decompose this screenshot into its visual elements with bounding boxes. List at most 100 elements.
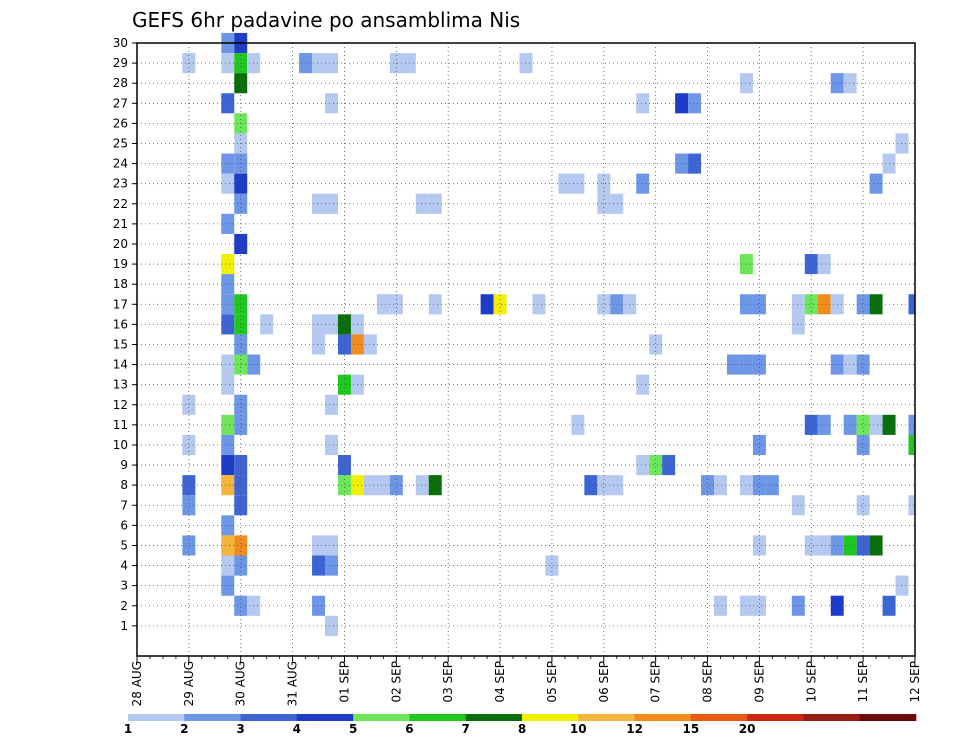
y-tick-label: 11 bbox=[113, 418, 128, 432]
heatmap-cell bbox=[636, 374, 650, 395]
heatmap-cell bbox=[221, 153, 235, 174]
heatmap-cell bbox=[739, 354, 753, 375]
x-tick-label: 10 SEP bbox=[804, 661, 818, 703]
heatmap-cell bbox=[234, 414, 248, 435]
heatmap-cell bbox=[739, 595, 753, 616]
heatmap-cell bbox=[752, 535, 766, 556]
y-tick-label: 7 bbox=[120, 498, 128, 512]
x-tick-label: 05 SEP bbox=[545, 661, 559, 703]
heatmap-cell bbox=[739, 294, 753, 315]
x-tick-label: 06 SEP bbox=[597, 661, 611, 703]
colorbar-label: 5 bbox=[349, 722, 357, 736]
heatmap-cell bbox=[325, 555, 338, 576]
heatmap-cell bbox=[791, 314, 805, 335]
heatmap-cell bbox=[804, 294, 818, 315]
heatmap-cell bbox=[791, 495, 805, 516]
heatmap-cell bbox=[662, 455, 676, 476]
heatmap-cell bbox=[182, 535, 196, 556]
heatmap-cell bbox=[325, 394, 338, 415]
y-tick-label: 2 bbox=[120, 599, 128, 613]
colorbar-swatch bbox=[353, 714, 410, 721]
heatmap-cell bbox=[182, 394, 196, 415]
colorbar-label: 6 bbox=[405, 722, 413, 736]
heatmap-cell bbox=[389, 475, 403, 496]
heatmap-cell bbox=[649, 455, 663, 476]
heatmap-cell bbox=[752, 294, 766, 315]
heatmap-cell bbox=[234, 595, 248, 616]
heatmap-cell bbox=[856, 294, 870, 315]
y-tick-label: 25 bbox=[113, 136, 128, 150]
x-tick-label: 12 SEP bbox=[908, 661, 922, 703]
heatmap-cell bbox=[325, 615, 338, 636]
y-axis: 1234567891011121314151617181920212223242… bbox=[113, 36, 137, 633]
y-tick-label: 27 bbox=[113, 96, 128, 110]
colorbar-swatch bbox=[184, 714, 241, 721]
heatmap-cell bbox=[221, 535, 235, 556]
heatmap-cell bbox=[752, 475, 766, 496]
heatmap-cell bbox=[558, 173, 572, 194]
heatmap-cell bbox=[636, 173, 650, 194]
y-tick-label: 17 bbox=[113, 297, 128, 311]
heatmap-cell bbox=[869, 173, 883, 194]
colorbar-label: 2 bbox=[180, 722, 188, 736]
heatmap-cell bbox=[312, 334, 326, 355]
heatmap-cell bbox=[415, 193, 429, 214]
heatmap-cell bbox=[752, 595, 766, 616]
heatmap-cell bbox=[791, 595, 805, 616]
heatmap-cell bbox=[389, 294, 403, 315]
heatmap-cell bbox=[234, 334, 248, 355]
heatmap-cell bbox=[869, 294, 883, 315]
heatmap-cell bbox=[869, 535, 883, 556]
heatmap-cell bbox=[325, 434, 338, 456]
heatmap-cell bbox=[908, 495, 915, 516]
heatmap-cell bbox=[895, 133, 909, 154]
colorbar-label: 7 bbox=[462, 722, 470, 736]
x-tick-label: 02 SEP bbox=[389, 661, 403, 703]
heatmap-cell bbox=[908, 414, 915, 435]
x-tick-label: 31 AUG bbox=[286, 661, 300, 706]
colorbar-swatch bbox=[128, 714, 185, 721]
heatmap-cell bbox=[221, 274, 235, 295]
heatmap-cell bbox=[869, 414, 883, 435]
colorbar-label: 4 bbox=[293, 722, 301, 736]
plot-frame bbox=[136, 42, 916, 657]
colorbar-label: 8 bbox=[518, 722, 526, 736]
heatmap-cell bbox=[584, 475, 598, 496]
heatmap-cell bbox=[376, 475, 390, 496]
y-tick-label: 21 bbox=[113, 217, 128, 231]
heatmap-cell bbox=[182, 495, 196, 516]
heatmap-cells bbox=[182, 32, 915, 636]
heatmap-cell bbox=[234, 354, 248, 375]
y-tick-label: 12 bbox=[113, 398, 128, 412]
heatmap-cell bbox=[312, 595, 326, 616]
y-tick-label: 5 bbox=[120, 538, 128, 552]
heatmap-cell bbox=[234, 555, 248, 576]
heatmap-cell bbox=[908, 434, 915, 456]
colorbar-swatch bbox=[522, 714, 579, 721]
colorbar-swatch bbox=[859, 714, 917, 721]
heatmap-cell bbox=[234, 535, 248, 556]
heatmap-cell bbox=[363, 475, 377, 496]
heatmap-cell bbox=[428, 294, 442, 315]
heatmap-cell bbox=[428, 475, 442, 496]
colorbar-label: 20 bbox=[739, 722, 756, 736]
x-tick-label: 01 SEP bbox=[337, 661, 351, 703]
heatmap-cell bbox=[739, 73, 753, 94]
y-tick-label: 20 bbox=[113, 237, 128, 251]
heatmap-cell bbox=[856, 354, 870, 375]
heatmap-cell bbox=[415, 475, 429, 496]
heatmap-cell bbox=[739, 254, 753, 275]
heatmap-cell bbox=[221, 575, 235, 596]
colorbar-swatch bbox=[747, 714, 804, 721]
heatmap-cell bbox=[856, 495, 870, 516]
heatmap-cell bbox=[325, 193, 338, 214]
heatmap-cell bbox=[532, 294, 546, 315]
heatmap-cell bbox=[610, 475, 624, 496]
heatmap-cell bbox=[221, 294, 235, 315]
heatmap-cell bbox=[791, 294, 805, 315]
heatmap-cell bbox=[908, 294, 915, 315]
heatmap-cell bbox=[260, 314, 274, 335]
heatmap-cell bbox=[221, 93, 235, 114]
heatmap-cell bbox=[895, 575, 909, 596]
heatmap-cell bbox=[221, 414, 235, 435]
